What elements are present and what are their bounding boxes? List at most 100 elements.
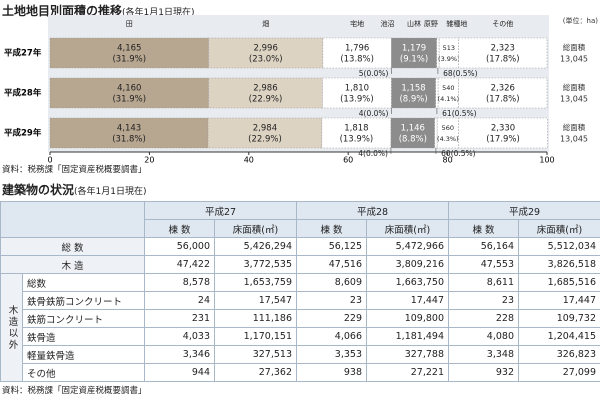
cell: 3,346 (144, 345, 215, 364)
area-label: 2,996 (254, 44, 278, 54)
chart-title-block: 土地地目別面積の推移(各年1月1日現在) (2, 2, 195, 19)
cell: 327,513 (214, 345, 297, 364)
total-value: 13,045 (560, 95, 588, 104)
total-label: 総面積 (563, 82, 586, 92)
cell: 47,553 (448, 255, 519, 274)
total-value: 13,045 (560, 55, 588, 64)
value-label: (23.0%) (249, 55, 283, 65)
bar-segment (437, 77, 459, 109)
bar-segment (435, 77, 439, 109)
row-label: 総 数 (0, 237, 145, 256)
table-row: 木 造 47,422 3,772,535 47,516 3,809,216 47,553 3… (0, 255, 600, 274)
legend-label: 宅地 (350, 19, 364, 28)
cell: 1,204,415 (518, 327, 600, 346)
cell: 229 (296, 309, 367, 328)
cell: 932 (448, 363, 519, 382)
area-label: 513 (443, 44, 455, 52)
cell: 3,772,535 (214, 255, 297, 274)
bar-segment (458, 37, 548, 69)
cell: 327,788 (366, 345, 449, 364)
unit-label: (単位：ha) (563, 16, 598, 25)
cell: 4,066 (296, 327, 367, 346)
corner-cell (0, 201, 145, 238)
cell: 17,447 (518, 291, 600, 310)
bar-segment (49, 77, 209, 109)
area-label: 1,146 (401, 124, 425, 134)
area-label: 2,330 (491, 124, 515, 134)
area-label: 4,160 (117, 84, 141, 94)
row-label: 木 造 (0, 255, 145, 274)
x-tick-label: 40 (244, 156, 254, 165)
subheader: 棟 数 (144, 219, 215, 238)
bar-segment (321, 117, 392, 149)
year-header: 平成29 (448, 201, 600, 220)
legend-label: 山林 (407, 19, 421, 28)
value-label: (0.0%) (364, 109, 389, 118)
value-label: (4.3%) (437, 135, 459, 143)
small-segment-label: 61(0.5%) (442, 109, 477, 118)
cell: 47,516 (296, 255, 367, 274)
header-row: 平成27 平成28 平成29 (0, 201, 600, 238)
bar-segment (208, 77, 323, 109)
table-body: 総 数 56,000 5,426,294 56,125 5,472,966 56,164 5… (0, 237, 600, 382)
area-label: 2,326 (491, 84, 515, 94)
cell: 17,447 (366, 291, 449, 310)
area-label: 2,984 (253, 124, 277, 134)
value-label: (0.5%) (451, 149, 476, 158)
cell: 4,033 (144, 327, 215, 346)
table-row: その他 944 27,362 938 27,221 932 27,099 (1, 363, 600, 382)
area-label: 1,158 (401, 84, 425, 94)
total-value: 13,045 (560, 135, 588, 144)
table-head: 平成27 平成28 平成29 棟 数床面積(㎡) 棟 数床面積(㎡) 棟 数床面積(㎡) (0, 201, 600, 238)
cell: 1,653,759 (214, 273, 297, 292)
area-label: 1,810 (345, 84, 369, 94)
value-label: (8.8%) (399, 135, 427, 145)
legend-label: 池沼 (380, 19, 394, 28)
area-label: 4 (358, 149, 363, 158)
cell: 17,547 (214, 291, 297, 310)
area-label: 60 (441, 149, 451, 158)
cell: 3,348 (448, 345, 519, 364)
area-label: 4 (359, 109, 364, 118)
cell: 3,353 (296, 345, 367, 364)
legend-label: 畑 (262, 20, 269, 28)
table-title-block: 建築物の状況(各年1月1日現在) (2, 181, 147, 198)
cell: 47,422 (144, 255, 215, 274)
year-header: 平成28 (296, 201, 449, 220)
chart-subtitle: (各年1月1日現在) (122, 8, 195, 18)
table-subtitle: (各年1月1日現在) (74, 187, 147, 197)
area-label: 2,986 (253, 84, 277, 94)
bar-segment (438, 37, 459, 69)
table-row: 鉄骨造 4,033 1,170,151 4,066 1,181,494 4,080 1,20… (1, 327, 600, 346)
cell: 56,000 (144, 237, 215, 256)
cell: 326,823 (518, 345, 600, 364)
bar-segment (458, 77, 548, 109)
bar-segment (390, 117, 435, 149)
area-label: 5 (359, 69, 364, 78)
value-label: (22.9%) (248, 135, 282, 145)
value-label: (8.9%) (399, 95, 427, 105)
cell: 8,611 (448, 273, 519, 292)
cell: 228 (448, 309, 519, 328)
subheader: 床面積(㎡) (214, 219, 297, 238)
value-label: (31.9%) (112, 55, 146, 65)
row-label: 鉄骨鉄筋コンクリート (22, 291, 145, 310)
y-tick-label: 平成28年 (4, 88, 42, 99)
small-segment-label: 5(0.0%) (359, 69, 389, 78)
cell: 1,170,151 (214, 327, 297, 346)
cell: 109,732 (518, 309, 600, 328)
subheader: 棟 数 (448, 219, 519, 238)
area-label: 560 (442, 124, 454, 132)
value-label: (9.1%) (400, 55, 428, 65)
value-label: (13.9%) (340, 135, 374, 145)
value-label: (22.9%) (249, 95, 283, 105)
bar-segment (391, 37, 437, 69)
chart-source: 資料：税務課「固定資産税概要調書」 (2, 165, 147, 175)
cell: 109,800 (366, 309, 449, 328)
small-segment-label: 4(0.0%) (359, 109, 389, 118)
year-header: 平成27 (144, 201, 297, 220)
bar-segment (49, 117, 209, 149)
chart: (単位：ha)平成27年 4,165(31.9%)田2,996(23.0%)畑1,… (4, 15, 598, 165)
subheader: 棟 数 (296, 219, 367, 238)
